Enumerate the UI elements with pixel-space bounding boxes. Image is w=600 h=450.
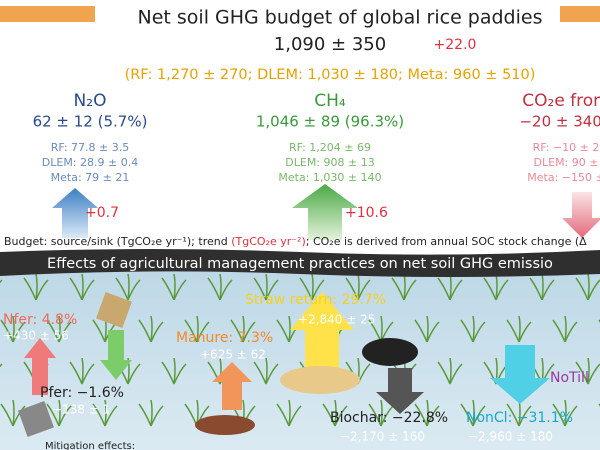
rice-plant (437, 357, 463, 385)
practice-value: +430 ± 56 (3, 329, 69, 343)
rice-plant (230, 315, 256, 343)
rice-plant (368, 399, 394, 427)
total: 1,090 ± 350 (274, 34, 386, 55)
rice-plant (207, 273, 233, 301)
models: (RF: 1,270 ± 270; DLEM: 1,030 ± 180; Met… (125, 67, 536, 83)
rice-plant (575, 273, 600, 301)
rice-plant (115, 273, 141, 301)
rice-plant (0, 363, 3, 368)
rice-plant (253, 273, 279, 301)
component-value: −20 ± 340 ( (519, 113, 600, 131)
component-name: CH₄ (314, 91, 346, 111)
component-name: N₂O (74, 91, 107, 111)
rice-plant (276, 399, 302, 427)
rice-plant (23, 273, 49, 301)
practice-value: +625 ± 62 (200, 348, 266, 362)
rice-plant (414, 315, 440, 343)
model-estimate: RF: −10 ± 2 (533, 141, 600, 154)
water (0, 262, 600, 450)
rice-plant (253, 357, 279, 385)
arrow (24, 338, 56, 395)
practice-value: +2,840 ± 25 (298, 313, 375, 327)
total-trend: +22.0 (434, 37, 477, 53)
arrow (290, 292, 354, 368)
rice-plant (0, 279, 3, 284)
rice-plant (46, 399, 72, 427)
arrow (292, 184, 358, 240)
pfer-bag (96, 292, 132, 328)
rice-plant (92, 399, 118, 427)
model-estimate: Meta: −150 ± (527, 171, 600, 184)
arrow (100, 330, 132, 380)
footer: Mitigation effects: (45, 441, 135, 450)
component-name: CO₂e from (522, 91, 600, 111)
arrow (376, 368, 424, 414)
title: Net soil GHG budget of global rice paddi… (138, 7, 543, 29)
rice-plant (69, 357, 95, 385)
arrow (562, 192, 600, 238)
component-trend: +10.6 (345, 205, 388, 221)
practice-label: NoTill (550, 370, 589, 386)
manure (195, 415, 255, 435)
rice-plant (414, 399, 440, 427)
deco (560, 6, 600, 22)
nfer-bag (18, 401, 54, 437)
rice-plant (69, 273, 95, 301)
rice-plant (552, 315, 578, 343)
rice-plant (138, 399, 164, 427)
rice-plant (161, 273, 187, 301)
practice-value: −2,170 ± 160 (340, 430, 425, 444)
practice-label: NonCl: −31.1% (466, 410, 573, 426)
rice-plant (460, 399, 486, 427)
practice-label: Manure: 7.3% (176, 330, 273, 346)
model-estimate: DLEM: 908 ± 13 (285, 156, 374, 169)
practice-value: −2,960 ± 180 (468, 430, 553, 444)
budget-note: Budget: source/sink (TgCO₂e yr⁻¹); trend… (4, 235, 587, 248)
rice-plant (552, 399, 578, 427)
rice-plant (299, 273, 325, 301)
rice-plant (0, 315, 26, 343)
biochar (362, 338, 418, 366)
rice-plant (184, 315, 210, 343)
model-estimate: Meta: 79 ± 21 (51, 171, 130, 184)
component-trend: +0.7 (85, 205, 119, 221)
rice-plant (575, 357, 600, 385)
model-estimate: RF: 77.8 ± 3.5 (51, 141, 130, 154)
component-value: 62 ± 12 (5.7%) (33, 113, 148, 131)
component-value: 1,046 ± 89 (96.3%) (256, 113, 404, 131)
banner: Effects of agricultural management pract… (47, 256, 553, 272)
practice-value: −138 ± 1 (52, 403, 110, 417)
practice-label: Biochar: −22.8% (330, 410, 448, 426)
top-bg (0, 0, 600, 250)
straw (280, 366, 360, 394)
rice-plant (161, 357, 187, 385)
practice-label: Nfer: 4.8% (3, 312, 77, 328)
rice-plant (460, 315, 486, 343)
soil-band (0, 249, 600, 277)
model-estimate: DLEM: 90 ± (534, 156, 599, 169)
model-estimate: RF: 1,204 ± 69 (289, 141, 371, 154)
arrow (212, 362, 252, 410)
deco (0, 6, 95, 22)
arrow (52, 188, 98, 238)
rice-plant (322, 399, 348, 427)
rice-plant (506, 315, 532, 343)
rice-plant (46, 315, 72, 343)
practice-label: Pfer: −1.6% (40, 385, 124, 401)
model-estimate: Meta: 1,030 ± 140 (278, 171, 381, 184)
arrow (490, 345, 550, 404)
rice-plant (138, 315, 164, 343)
practice-label: Straw return: 29.7% (245, 292, 386, 308)
model-estimate: DLEM: 28.9 ± 0.4 (42, 156, 138, 169)
rice-plant (0, 399, 26, 427)
